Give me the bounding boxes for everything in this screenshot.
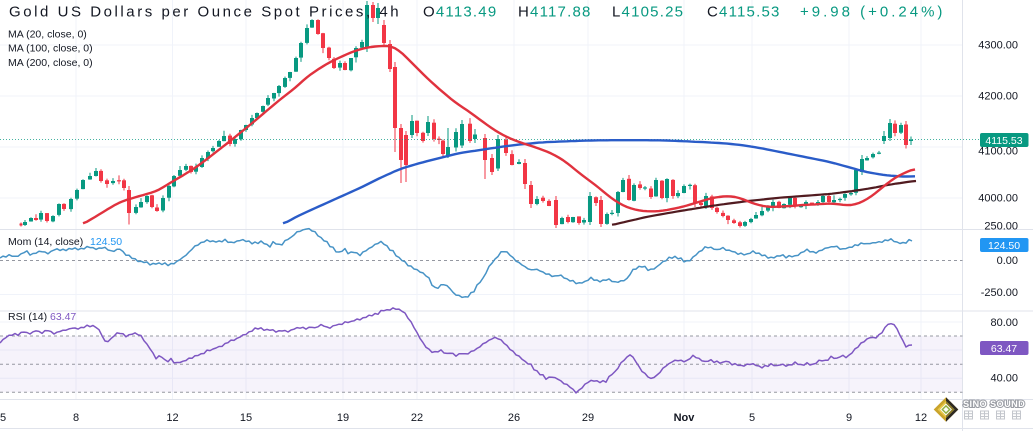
svg-text:124.50: 124.50 xyxy=(90,236,122,248)
svg-text:12: 12 xyxy=(166,412,178,424)
svg-text:19: 19 xyxy=(337,412,349,424)
svg-text:40.00: 40.00 xyxy=(990,373,1018,385)
svg-text:Mom (14, close): Mom (14, close) xyxy=(8,236,83,248)
svg-text:C4115.53: C4115.53 xyxy=(707,4,781,21)
svg-text:MA (200, close, 0): MA (200, close, 0) xyxy=(8,57,93,69)
svg-text:0.00: 0.00 xyxy=(997,255,1018,267)
svg-text:26: 26 xyxy=(508,412,520,424)
svg-text:15: 15 xyxy=(240,412,252,424)
svg-text:12: 12 xyxy=(915,412,927,424)
svg-text:4100.00: 4100.00 xyxy=(978,146,1018,158)
svg-text:124.50: 124.50 xyxy=(988,240,1020,252)
svg-text:4115.53: 4115.53 xyxy=(985,135,1022,147)
svg-text:63.47: 63.47 xyxy=(991,343,1017,355)
svg-text:SINO SOUND: SINO SOUND xyxy=(963,399,1025,409)
svg-text:22: 22 xyxy=(411,412,423,424)
svg-text:Nov: Nov xyxy=(674,412,696,424)
svg-text:H4117.88: H4117.88 xyxy=(518,4,592,21)
svg-text:8: 8 xyxy=(73,412,79,424)
svg-text:80.00: 80.00 xyxy=(990,317,1018,329)
svg-text:4200.00: 4200.00 xyxy=(978,91,1018,103)
svg-text:O4113.49: O4113.49 xyxy=(423,4,497,21)
svg-text:4300.00: 4300.00 xyxy=(978,40,1018,52)
svg-text:MA (100, close, 0): MA (100, close, 0) xyxy=(8,43,93,55)
svg-text:63.47: 63.47 xyxy=(50,311,76,323)
svg-text:+9.98 (+0.24%): +9.98 (+0.24%) xyxy=(800,4,945,21)
svg-text:Gold US Dollars per Ounce Spot: Gold US Dollars per Ounce Spot Prices, 4… xyxy=(9,4,401,21)
svg-text:RSI (14): RSI (14) xyxy=(8,311,47,323)
svg-text:29: 29 xyxy=(582,412,594,424)
svg-text:5: 5 xyxy=(749,412,755,424)
svg-text:250.00: 250.00 xyxy=(984,221,1018,233)
svg-text:-250.00: -250.00 xyxy=(981,287,1018,299)
svg-text:MA (20, close, 0): MA (20, close, 0) xyxy=(8,28,87,40)
svg-text:5: 5 xyxy=(0,412,6,424)
svg-text:L4105.25: L4105.25 xyxy=(612,4,684,21)
svg-text:4000.00: 4000.00 xyxy=(978,193,1018,205)
svg-text:9: 9 xyxy=(846,412,852,424)
